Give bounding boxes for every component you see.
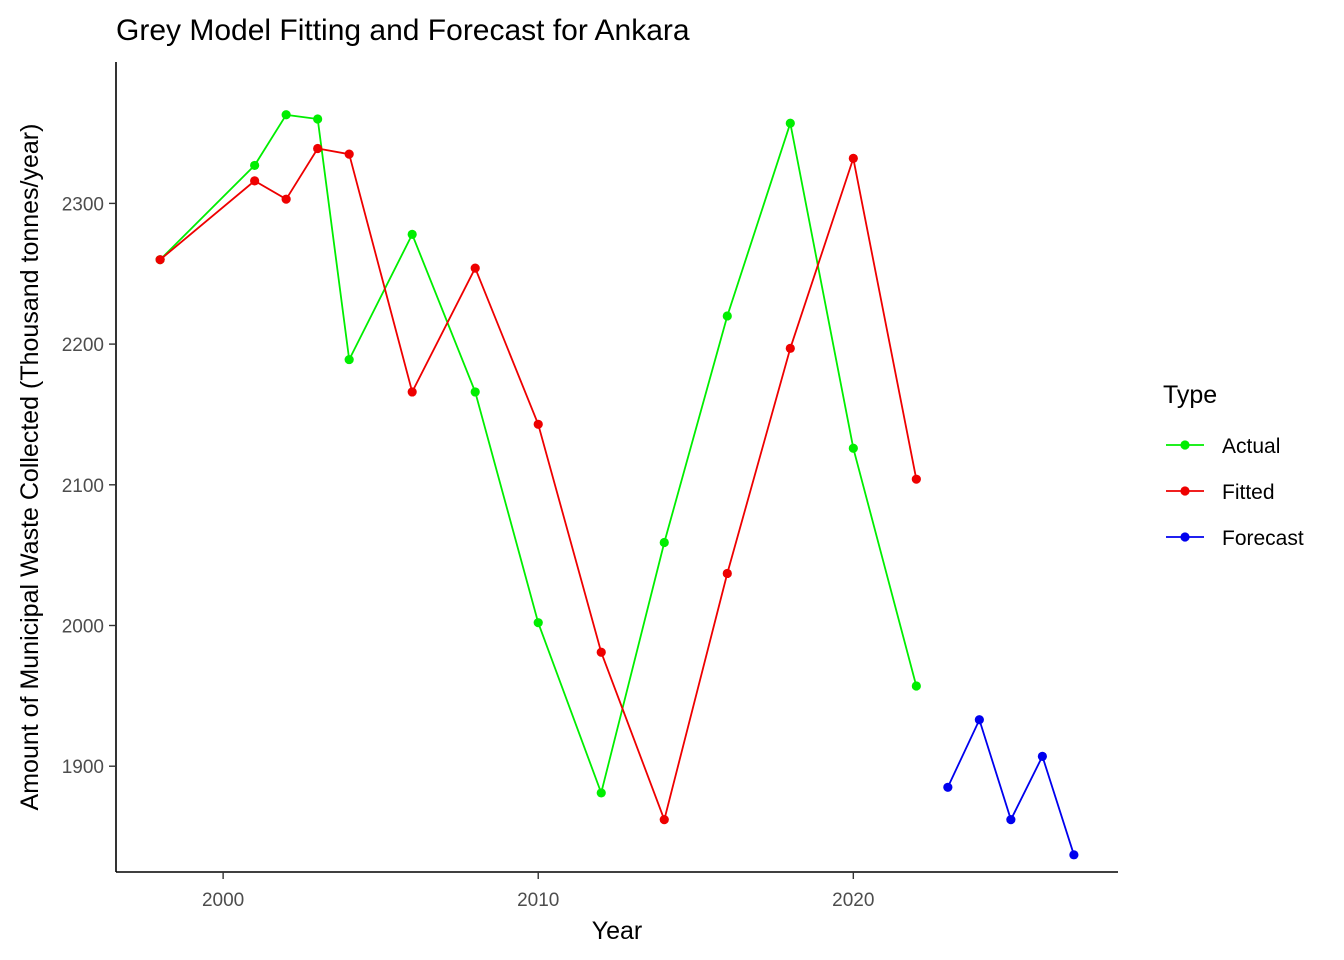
fitted-data-point [313,143,323,154]
actual-data-point [313,114,323,124]
x-tick-label: 2010 [517,890,559,911]
chart-title: Grey Model Fitting and Forecast for Anka… [116,14,690,47]
actual-data-point [722,311,732,321]
actual-data-point [407,229,417,239]
legend: Type Actual Fitted Forecast [1163,381,1304,550]
legend-key-point-forecast [1180,532,1190,542]
fitted-data-point [785,343,795,353]
fitted-data-point [722,568,732,579]
fitted-data-point [596,647,606,657]
x-axis-title: Year [592,917,643,945]
plot-area [155,110,1079,860]
legend-key-point-fitted [1180,486,1190,496]
legend-label-actual: Actual [1222,435,1280,458]
fitted-data-point [848,153,858,163]
forecast-data-point [1037,751,1047,761]
forecast-data-point [943,782,953,792]
fitted-data-point [250,176,260,186]
fitted-data-point [533,419,543,429]
fitted-data-point [155,255,165,265]
x-tick-label: 2020 [832,890,874,911]
forecast-data-point [1069,850,1079,860]
x-axis-ticks: 2000 2010 2020 [202,872,874,911]
forecast-series-line [946,717,1075,856]
fitted-data-point [659,815,669,825]
actual-data-point [344,354,354,365]
fitted-data-point [470,263,480,273]
y-tick-label: 2300 [62,194,104,215]
y-tick-label: 2200 [62,335,104,356]
fitted-data-point [344,149,354,159]
fitted-series-line [159,147,918,823]
actual-data-point [785,118,795,128]
actual-data-point [659,537,669,548]
y-axis-ticks: 1900 2000 2100 2200 2300 [62,194,116,778]
legend-label-fitted: Fitted [1222,481,1275,504]
actual-data-point [911,681,921,691]
actual-data-point [848,443,858,453]
actual-data-point [470,387,480,397]
fitted-data-point [911,474,921,484]
forecast-data-point [1006,815,1016,825]
actual-series-line [159,113,918,796]
y-tick-label: 1900 [62,757,104,778]
actual-data-point [596,788,606,798]
legend-key-point-actual [1180,440,1190,450]
actual-data-point [281,110,291,120]
fitted-data-point [281,194,291,204]
y-axis-title: Amount of Municipal Waste Collected (Tho… [16,124,44,811]
actual-data-point [250,160,260,171]
legend-label-forecast: Forecast [1222,527,1304,550]
x-tick-label: 2000 [202,890,244,911]
legend-title: Type [1163,381,1217,409]
forecast-data-point [974,715,984,725]
actual-data-point [533,618,543,628]
y-tick-label: 2100 [62,476,104,497]
y-tick-label: 2000 [62,616,104,637]
fitted-data-point [407,387,417,397]
